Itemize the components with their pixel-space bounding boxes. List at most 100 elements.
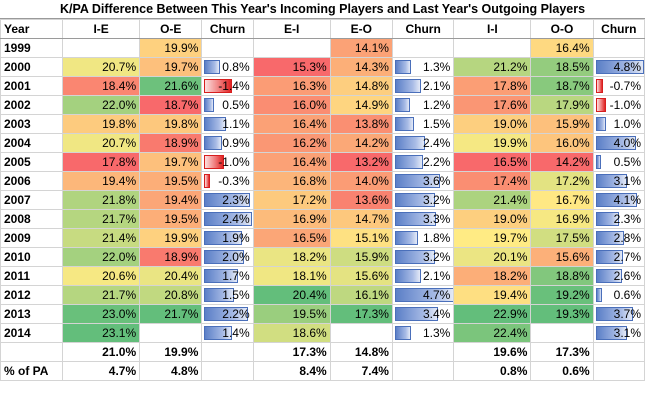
churn-value: 0.6%	[613, 288, 641, 302]
year-cell: 2004	[0, 133, 64, 153]
churn-cell: 3.4%	[391, 304, 455, 324]
churn-cell	[201, 38, 254, 58]
churn-bar	[595, 250, 623, 264]
rate-cell: 22.0%	[62, 247, 141, 267]
year-cell: 2006	[0, 171, 64, 191]
rate-cell: 14.3%	[329, 57, 393, 77]
rate-cell: 21.6%	[139, 76, 203, 96]
rate-cell: 15.3%	[252, 57, 331, 77]
churn-value: 2.2%	[423, 155, 451, 169]
table-row: 2013 23.0% 21.7% 2.2% 19.5% 17.3% 3.4% 22.9% 19.…	[0, 304, 645, 324]
rate-cell: 18.9%	[139, 247, 203, 267]
column-header: I-E	[62, 19, 141, 39]
rate-cell: 15.6%	[530, 247, 594, 267]
rate-cell: 14.1%	[329, 38, 393, 58]
churn-cell: 3.1%	[592, 171, 645, 191]
churn-bar	[204, 136, 223, 150]
rate-cell: 19.5%	[252, 304, 331, 324]
churn-cell: 1.5%	[201, 285, 254, 305]
empty-cell	[391, 342, 455, 362]
rate-cell: 17.5%	[530, 228, 594, 248]
churn-bar	[394, 136, 425, 150]
table-row: 2007 21.8% 19.4% 2.3% 17.2% 13.6% 3.2% 21.4% 16.…	[0, 190, 645, 210]
rate-cell: 17.6%	[453, 95, 532, 115]
rate-cell: 19.7%	[453, 228, 532, 248]
churn-cell: -0.7%	[592, 76, 645, 96]
rate-cell: 17.8%	[62, 152, 141, 172]
rate-cell: 18.1%	[252, 266, 331, 286]
table-row: 2009 21.4% 19.9% 1.9% 16.5% 15.1% 1.8% 19.7% 17.…	[0, 228, 645, 248]
summary-label: % of PA	[0, 361, 64, 381]
year-cell: 2000	[0, 57, 64, 77]
column-header: Year	[0, 19, 64, 39]
rate-cell: 15.9%	[329, 247, 393, 267]
rate-cell: 16.9%	[252, 209, 331, 229]
churn-value: -1.4%	[218, 79, 250, 93]
rate-cell: 18.6%	[252, 323, 331, 343]
churn-value: 2.3%	[613, 212, 641, 226]
rate-cell: 16.8%	[252, 171, 331, 191]
churn-value: 4.1%	[613, 193, 641, 207]
churn-value: 0.8%	[222, 60, 250, 74]
rate-cell: 16.4%	[530, 38, 594, 58]
churn-value: -0.3%	[218, 174, 250, 188]
churn-cell: 1.2%	[391, 95, 455, 115]
summary-label	[0, 342, 64, 362]
table-row: 2012 21.7% 20.8% 1.5% 20.4% 16.1% 4.7% 19.4% 19.…	[0, 285, 645, 305]
rate-cell	[252, 38, 331, 58]
rate-cell	[139, 323, 203, 343]
table-row: 2006 19.4% 19.5% -0.3% 16.8% 14.0% 3.6% 17.4% 17…	[0, 171, 645, 191]
rate-cell: 17.3%	[329, 304, 393, 324]
column-header: O-O	[530, 19, 594, 39]
churn-value: 3.2%	[423, 250, 451, 264]
churn-bar	[394, 326, 411, 340]
churn-bar	[595, 136, 636, 150]
rate-cell	[453, 38, 532, 58]
summary-value: 4.8%	[139, 361, 203, 381]
rate-cell: 14.0%	[329, 171, 393, 191]
year-cell: 2001	[0, 76, 64, 96]
churn-bar	[595, 231, 624, 245]
churn-bar	[204, 117, 227, 131]
churn-value: -0.7%	[609, 79, 641, 93]
churn-cell: 4.0%	[592, 133, 645, 153]
churn-bar	[204, 307, 249, 321]
rate-cell: 19.7%	[139, 152, 203, 172]
churn-value: 0.5%	[613, 155, 641, 169]
rate-cell: 16.4%	[252, 152, 331, 172]
rate-cell: 20.7%	[62, 57, 141, 77]
churn-value: 3.1%	[613, 326, 641, 340]
year-cell: 2008	[0, 209, 64, 229]
churn-value: 2.1%	[423, 269, 451, 283]
churn-cell: 0.5%	[201, 95, 254, 115]
churn-value: 2.8%	[613, 231, 641, 245]
table-row: 2002 22.0% 18.7% 0.5% 16.0% 14.9% 1.2% 17.6% 17.…	[0, 95, 645, 115]
rate-cell: 17.2%	[530, 171, 594, 191]
rate-cell: 15.6%	[329, 266, 393, 286]
summary-row: 21.0% 19.9% 17.3% 14.8% 19.6% 17.3%	[0, 342, 645, 362]
churn-bar	[204, 98, 215, 112]
churn-cell: -1.0%	[201, 152, 254, 172]
summary-value: 4.7%	[62, 361, 141, 381]
churn-value: 2.4%	[222, 212, 250, 226]
rate-cell: 19.8%	[62, 114, 141, 134]
rate-cell: 17.8%	[453, 76, 532, 96]
churn-bar	[595, 117, 606, 131]
column-header: E-O	[329, 19, 393, 39]
rate-cell: 16.3%	[252, 76, 331, 96]
churn-value: 1.1%	[222, 117, 250, 131]
churn-value: 1.2%	[423, 98, 451, 112]
churn-cell: 1.0%	[592, 114, 645, 134]
rate-cell: 19.2%	[530, 285, 594, 305]
churn-value: 1.9%	[222, 231, 250, 245]
rate-cell	[62, 38, 141, 58]
churn-bar	[394, 155, 423, 169]
churn-bar	[394, 250, 435, 264]
rate-cell: 15.9%	[530, 114, 594, 134]
column-header: Churn	[201, 19, 254, 39]
churn-value: 1.0%	[613, 117, 641, 131]
table-row: 2000 20.7% 19.7% 0.8% 15.3% 14.3% 1.3% 21.2% 18.…	[0, 57, 645, 77]
table-row: 2003 19.8% 19.8% 1.1% 16.4% 13.8% 1.5% 19.0% 15.…	[0, 114, 645, 134]
churn-cell: 3.2%	[391, 247, 455, 267]
churn-cell: 0.8%	[201, 57, 254, 77]
